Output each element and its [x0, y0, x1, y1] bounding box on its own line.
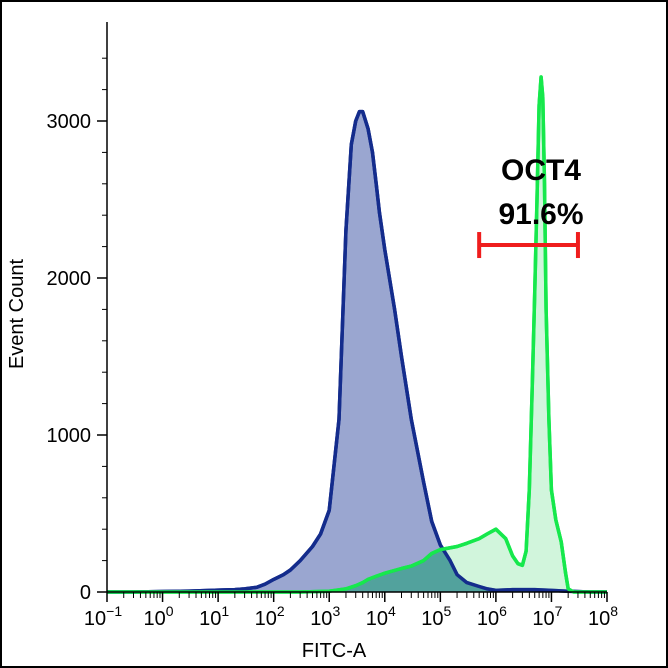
y-tick-label: 1000 — [47, 425, 92, 447]
series-1-outline — [107, 109, 607, 594]
x-axis-title: FITC-A — [302, 640, 367, 662]
x-tick-label: 103 — [310, 603, 340, 630]
series-2-outline — [107, 75, 607, 594]
y-tick-label: 3000 — [47, 111, 92, 133]
series-2-area — [107, 77, 607, 592]
y-tick-layer: 0 1000 2000 3000 — [47, 57, 107, 604]
annotation-title: OCT4 — [501, 154, 581, 187]
overlap-area — [301, 549, 580, 592]
series-1-area — [107, 111, 607, 592]
x-tick-layer: 10−1 100 101 102 103 104 105 106 107 108 — [84, 592, 618, 630]
x-tick-label: 106 — [477, 603, 507, 630]
x-tick-label: 107 — [532, 603, 562, 630]
gate-layer — [477, 232, 580, 259]
x-tick-label: 105 — [421, 603, 451, 630]
y-tick-label: 2000 — [47, 268, 92, 290]
x-tick-label: 10−1 — [84, 603, 122, 630]
y-tick-label: 0 — [80, 582, 91, 604]
x-tick-label: 100 — [144, 603, 174, 630]
x-tick-label: 101 — [199, 603, 229, 630]
axis-layer — [106, 22, 607, 593]
y-axis-title: Event Count — [6, 259, 28, 370]
x-tick-label: 102 — [255, 603, 285, 630]
x-tick-label: 104 — [366, 603, 396, 630]
annotation-value: 91.6% — [498, 198, 583, 231]
x-tick-label: 108 — [588, 603, 618, 630]
series-layer — [107, 75, 607, 594]
